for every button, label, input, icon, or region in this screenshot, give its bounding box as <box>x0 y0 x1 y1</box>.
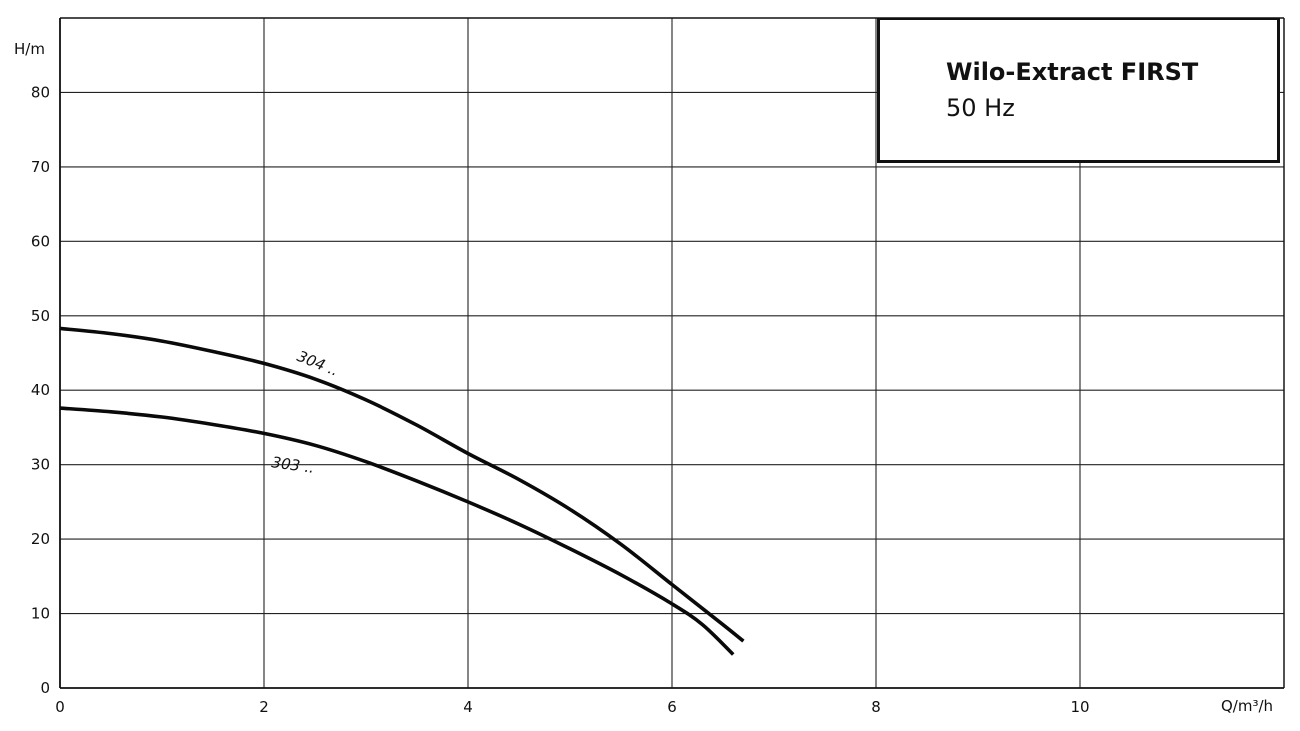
y-tick-labels: 0 10 20 30 40 50 60 70 80 <box>31 83 50 697</box>
x-tick-label: 4 <box>463 698 473 716</box>
chart-frequency: 50 Hz <box>946 94 1015 122</box>
y-tick-label: 30 <box>31 456 50 474</box>
chart-title: Wilo-Extract FIRST <box>946 58 1199 86</box>
curves <box>59 326 745 656</box>
x-tick-labels: 0 2 4 6 8 10 <box>55 698 1089 716</box>
y-tick-label: 50 <box>31 307 50 325</box>
curve-label-303: 303 .. <box>270 453 315 477</box>
x-tick-label: 6 <box>667 698 677 716</box>
y-tick-label: 0 <box>40 679 50 697</box>
y-axis-label: H/m <box>14 40 45 58</box>
y-tick-label: 70 <box>31 158 50 176</box>
y-tick-label: 20 <box>31 530 50 548</box>
x-tick-label: 0 <box>55 698 65 716</box>
x-tick-label: 8 <box>871 698 881 716</box>
x-tick-label: 2 <box>259 698 269 716</box>
y-tick-label: 80 <box>31 83 50 101</box>
series-line-0 <box>59 326 745 643</box>
series-line-1 <box>59 406 735 656</box>
y-tick-label: 10 <box>31 605 50 623</box>
y-tick-label: 60 <box>31 232 50 250</box>
x-tick-label: 10 <box>1070 698 1089 716</box>
chart-title-box: Wilo-Extract FIRST 50 Hz <box>877 18 1280 163</box>
x-axis-label: Q/m³/h <box>1221 697 1273 715</box>
y-tick-label: 40 <box>31 381 50 399</box>
